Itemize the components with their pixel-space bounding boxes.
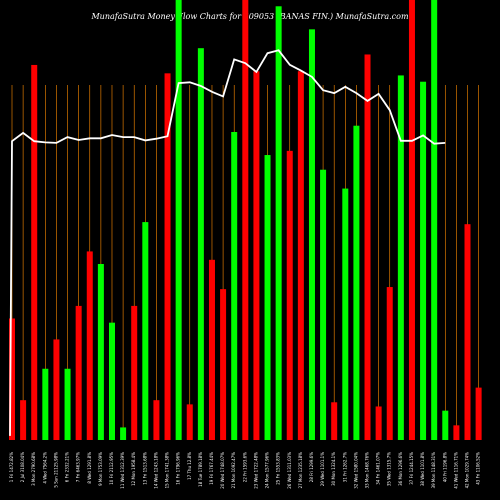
money-flow-bar	[20, 400, 27, 440]
x-tick-label: 38 Wed 1101.8%	[420, 452, 425, 486]
x-tick-label: 34 Fri 1461.07%	[376, 452, 381, 485]
x-tick-label: 19 Fri 1767.44%	[209, 452, 214, 485]
x-tick-label: 40 Fri 1196.8%	[442, 452, 447, 482]
x-tick-label: 3 Mon 2790.68%	[31, 452, 36, 486]
x-tick-label: 21 Mon 1092.47%	[231, 452, 236, 489]
x-tick-label: 24 Mon 1577.96%	[265, 452, 270, 489]
x-tick-label: 30 Mon 1324.1%	[331, 452, 336, 486]
x-tick-label: 32 Wed 1580.04%	[353, 452, 358, 489]
x-tick-label: 43 Fri 1106.52%	[476, 452, 481, 485]
money-flow-bar	[264, 155, 271, 441]
money-flow-bar	[86, 251, 93, 440]
money-flow-bar	[108, 322, 115, 440]
x-tick-label: 1 Fri 1472.82%	[9, 452, 14, 482]
x-tick-label: 39 Mon 1148.31%	[431, 452, 436, 489]
x-tick-label: 26 Wed 1311.03%	[287, 452, 292, 489]
money-flow-bar	[453, 425, 460, 440]
x-tick-label: 12 Mon 1958.4%	[131, 452, 136, 486]
money-flow-bar	[142, 222, 149, 440]
money-flow-bar	[64, 368, 71, 440]
mfi-line	[9, 49, 446, 436]
x-tick-label: 42 Mon 1029.74%	[465, 452, 470, 489]
money-flow-bar	[297, 71, 304, 440]
x-tick-label: 13 Fri 1513.68%	[142, 452, 147, 485]
x-tick-label: 23 Wed 1722.48%	[253, 452, 258, 489]
money-flow-bar	[442, 410, 449, 440]
money-flow-bar	[231, 132, 238, 440]
x-tick-label: 18 Tue 1789.18%	[198, 452, 203, 487]
x-tick-label: 28 Fri 1299.6%	[309, 452, 314, 482]
x-tick-label: 7 Fri 6463.97%	[76, 452, 81, 482]
money-flow-bar	[97, 264, 104, 440]
money-flow-bar	[186, 404, 193, 440]
money-flow-bar	[197, 48, 204, 440]
x-tick-label: 2 Jul 3108.04%	[20, 452, 25, 482]
x-tick-label: 20 Wed 1748.07%	[220, 452, 225, 489]
x-tick-label: 31 Fri 1262.7%	[342, 452, 347, 482]
money-flow-bar	[475, 387, 482, 440]
money-flow-bar	[308, 29, 315, 440]
money-flow-bar	[220, 289, 227, 440]
money-flow-bar	[175, 0, 182, 440]
x-tick-label: 29 Wed 1101.1%	[320, 452, 325, 486]
money-flow-bar	[131, 305, 138, 440]
money-flow-bar	[320, 169, 327, 440]
x-tick-label: 5 Sun 21125.98%	[53, 452, 58, 488]
x-tick-label: 10 Fri 2112.95%	[109, 452, 114, 485]
money-flow-bar	[331, 402, 338, 440]
x-tick-label: 11 Wed 1312.39%	[120, 452, 125, 489]
x-tick-label: 6 Fri 2332.21%	[65, 452, 70, 482]
x-tick-label: 22 Fri 1593.6%	[242, 452, 247, 482]
money-flow-bar	[342, 188, 349, 440]
x-tick-label: 9 Mon 1753.09%	[98, 452, 103, 486]
x-tick-label: 36 Mon 1296.6%	[398, 452, 403, 486]
x-tick-label: 33 Mon 1468.76%	[365, 452, 370, 489]
money-flow-bar	[353, 125, 360, 440]
x-tick-label: 14 Wed 1243.18%	[153, 452, 158, 489]
money-flow-bar	[397, 75, 404, 440]
money-flow-bar	[42, 368, 49, 440]
money-flow-bar	[253, 71, 260, 440]
x-tick-label: 16 Fri 1796.96%	[176, 452, 181, 485]
x-tick-label: 17 Thu 12.8%	[187, 452, 192, 480]
mfi-line-layer	[9, 49, 446, 436]
x-tick-label: 37 Fri 1244.15%	[409, 452, 414, 485]
money-flow-bar	[420, 81, 427, 440]
money-flow-bars	[9, 0, 482, 441]
money-flow-bar	[31, 64, 38, 440]
money-flow-bar	[153, 400, 160, 440]
x-tick-label: 27 Mon 1235.18%	[298, 452, 303, 489]
x-tick-label: 8 Wed 1291.8%	[87, 452, 92, 484]
x-tick-label: 35 Wed 1315.7%	[387, 452, 392, 486]
x-tick-label: 41 Wed 1116.71%	[453, 452, 458, 489]
money-flow-bar	[375, 406, 382, 440]
money-flow-bar	[286, 150, 293, 440]
x-tick-label: 25 Fri 1553.83%	[276, 452, 281, 485]
money-flow-bar	[208, 259, 215, 440]
money-flow-bar	[75, 305, 82, 440]
money-flow-bar	[164, 73, 171, 440]
money-flow-bar	[53, 339, 60, 440]
money-flow-bar	[431, 0, 438, 440]
x-tick-label: 15 Mon 1741.38%	[165, 452, 170, 489]
money-flow-bar	[242, 0, 249, 440]
money-flow-bar	[464, 224, 471, 440]
money-flow-bar	[386, 287, 393, 440]
money-flow-bar	[9, 318, 15, 440]
money-flow-bar	[120, 427, 127, 440]
chart-title: MunafaSutra Money Flow Charts for 509053…	[91, 12, 409, 21]
x-tick-labels: 1 Fri 1472.82% 2 Jul 3108.04% 3 Mon 2790.6…	[9, 452, 481, 489]
money-flow-bar	[408, 0, 415, 440]
money-flow-bar	[364, 54, 371, 440]
money-flow-bar	[275, 6, 282, 441]
x-tick-label: 4 Wed 7564.2%	[42, 452, 47, 484]
